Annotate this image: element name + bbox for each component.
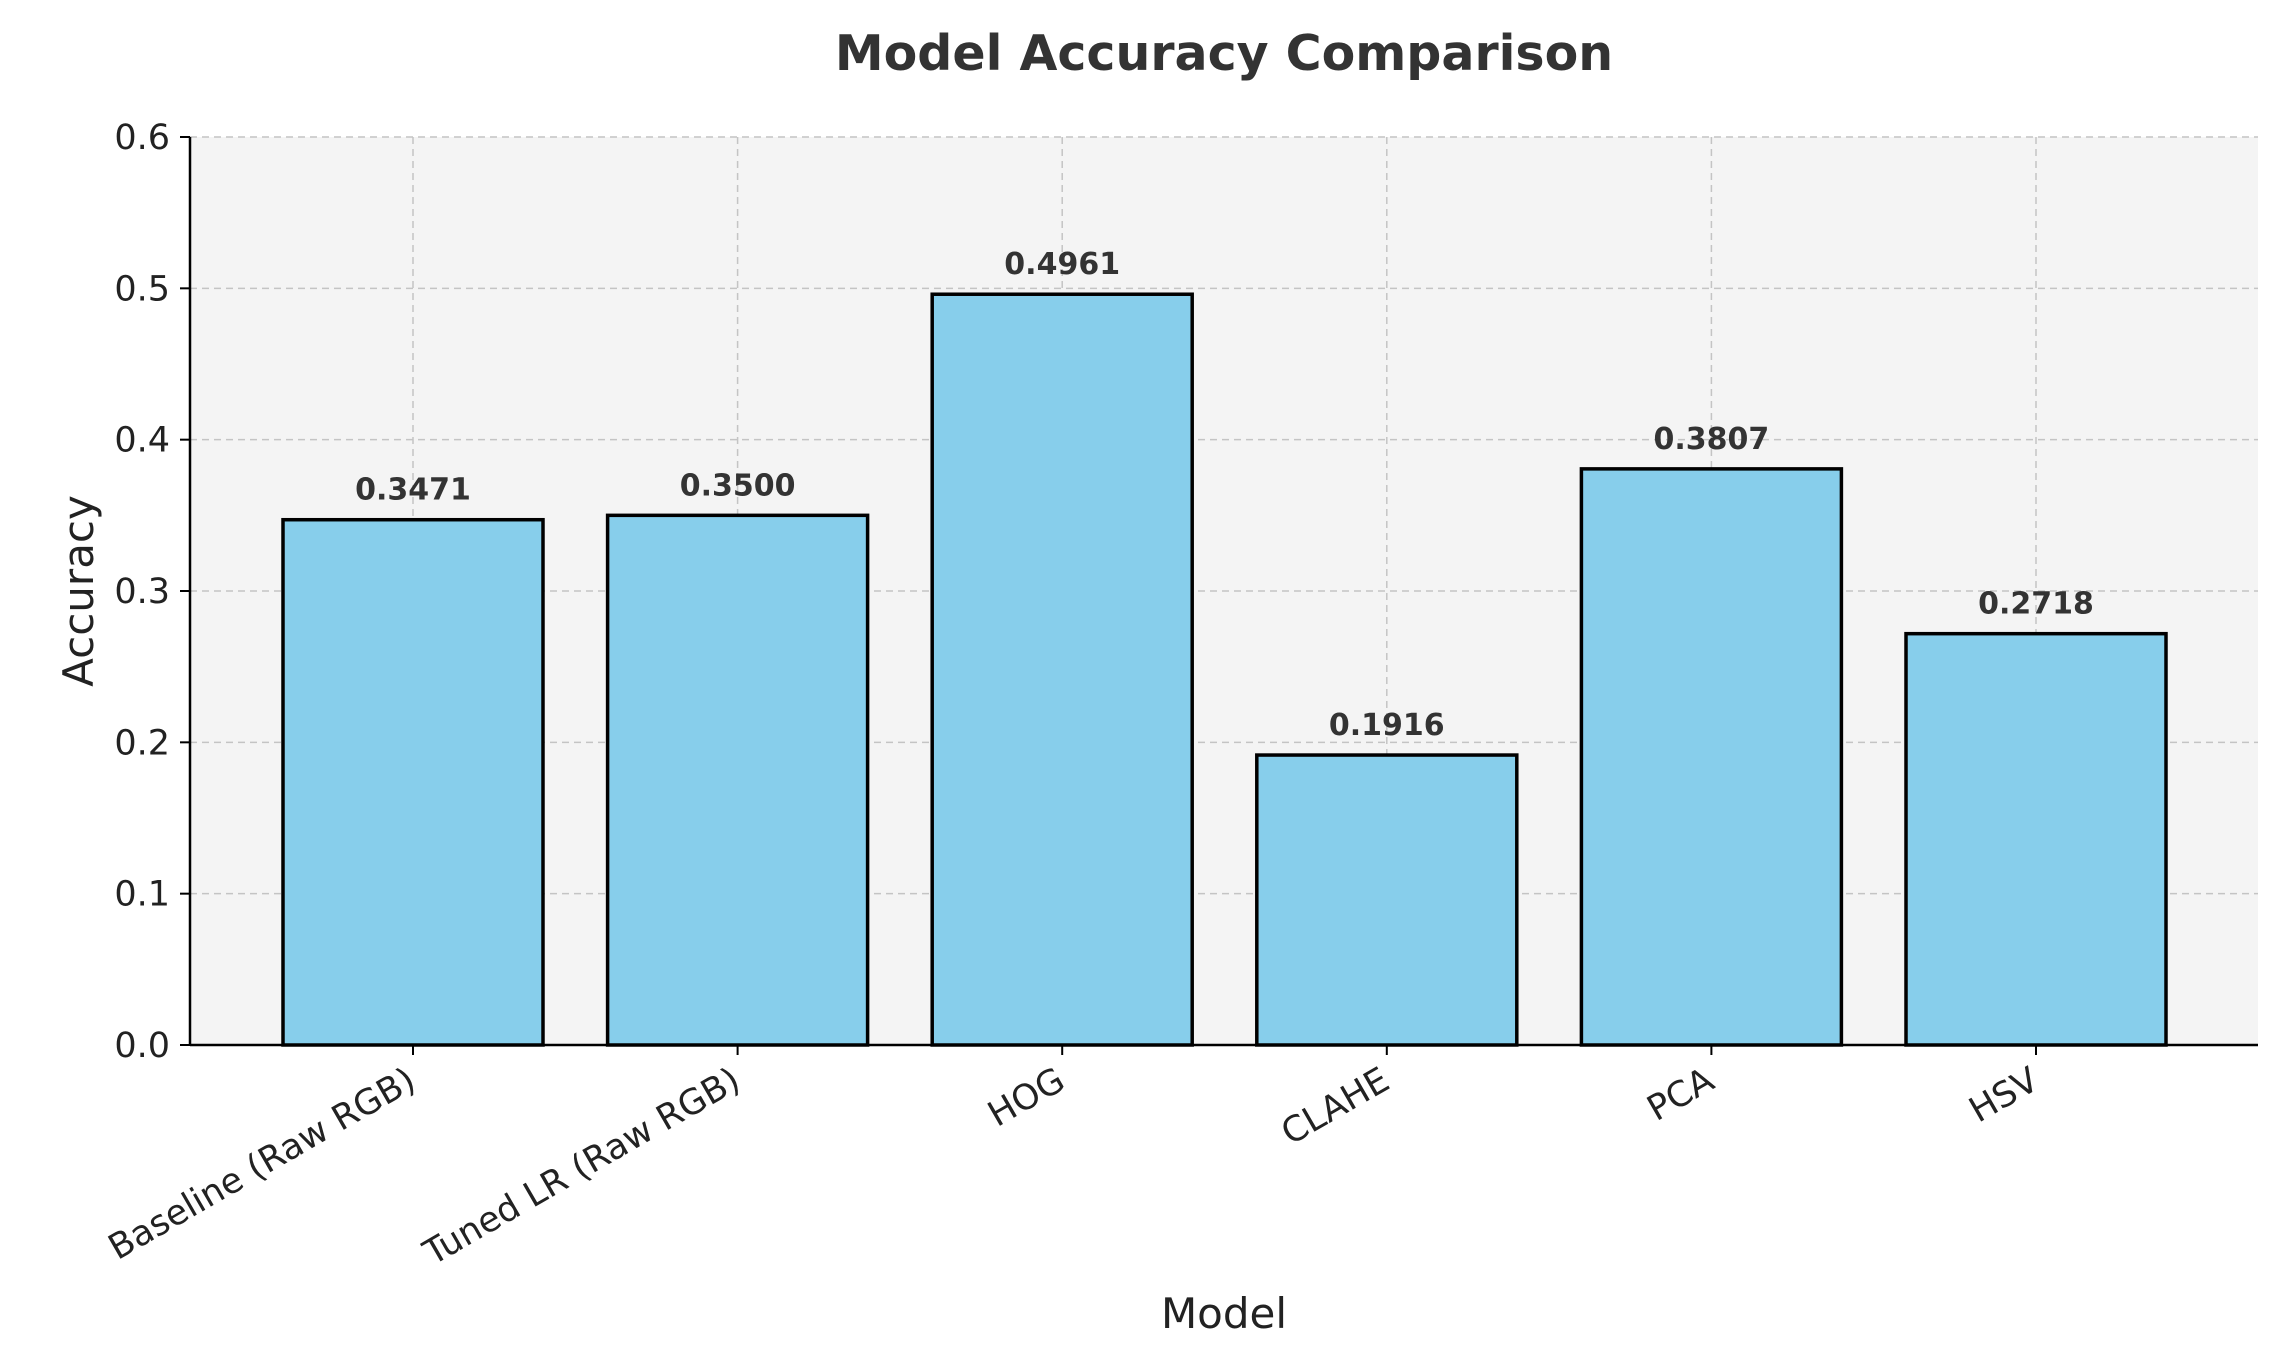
- bar-value-label: 0.3500: [680, 468, 796, 503]
- bar-value-label: 0.3471: [355, 473, 471, 508]
- x-axis-label: Model: [1161, 1289, 1287, 1338]
- x-tick-label: Baseline (Raw RGB): [102, 1060, 423, 1268]
- y-tick-label: 0.1: [114, 875, 170, 915]
- bar-hog: [930, 292, 1194, 1047]
- x-tick-label: PCA: [1641, 1060, 1721, 1129]
- bar-tuned-lr-raw-rgb: [605, 513, 870, 1047]
- bar-pca: [1579, 467, 1844, 1047]
- bar-value-label: 0.3807: [1654, 422, 1770, 457]
- bar-clahe: [1255, 753, 1519, 1047]
- bar-baseline-raw-rgb: [281, 517, 545, 1047]
- chart-title: Model Accuracy Comparison: [835, 25, 1613, 82]
- x-tick-label: HSV: [1963, 1060, 2046, 1131]
- bar-hsv: [1904, 631, 2168, 1047]
- y-tick-label: 0.5: [114, 269, 170, 309]
- x-tick-label: HOG: [982, 1060, 1072, 1135]
- y-tick-label: 0.0: [114, 1026, 170, 1066]
- bars: [281, 292, 2168, 1047]
- data-labels: 0.3471 0.3500 0.4961 0.1916 0.3807 0.2718: [355, 247, 2094, 743]
- y-axis-label: Accuracy: [54, 495, 103, 687]
- y-tick-label: 0.2: [114, 723, 170, 763]
- y-tick-label: 0.6: [114, 118, 170, 158]
- y-tick-label: 0.3: [114, 572, 170, 612]
- x-tick-label: CLAHE: [1275, 1060, 1396, 1153]
- bar-value-label: 0.4961: [1004, 247, 1120, 282]
- x-tick-label: Tuned LR (Raw RGB): [416, 1060, 747, 1274]
- bar-value-label: 0.1916: [1329, 708, 1445, 743]
- y-tick-label: 0.4: [114, 421, 170, 461]
- bar-value-label: 0.2718: [1978, 587, 2094, 622]
